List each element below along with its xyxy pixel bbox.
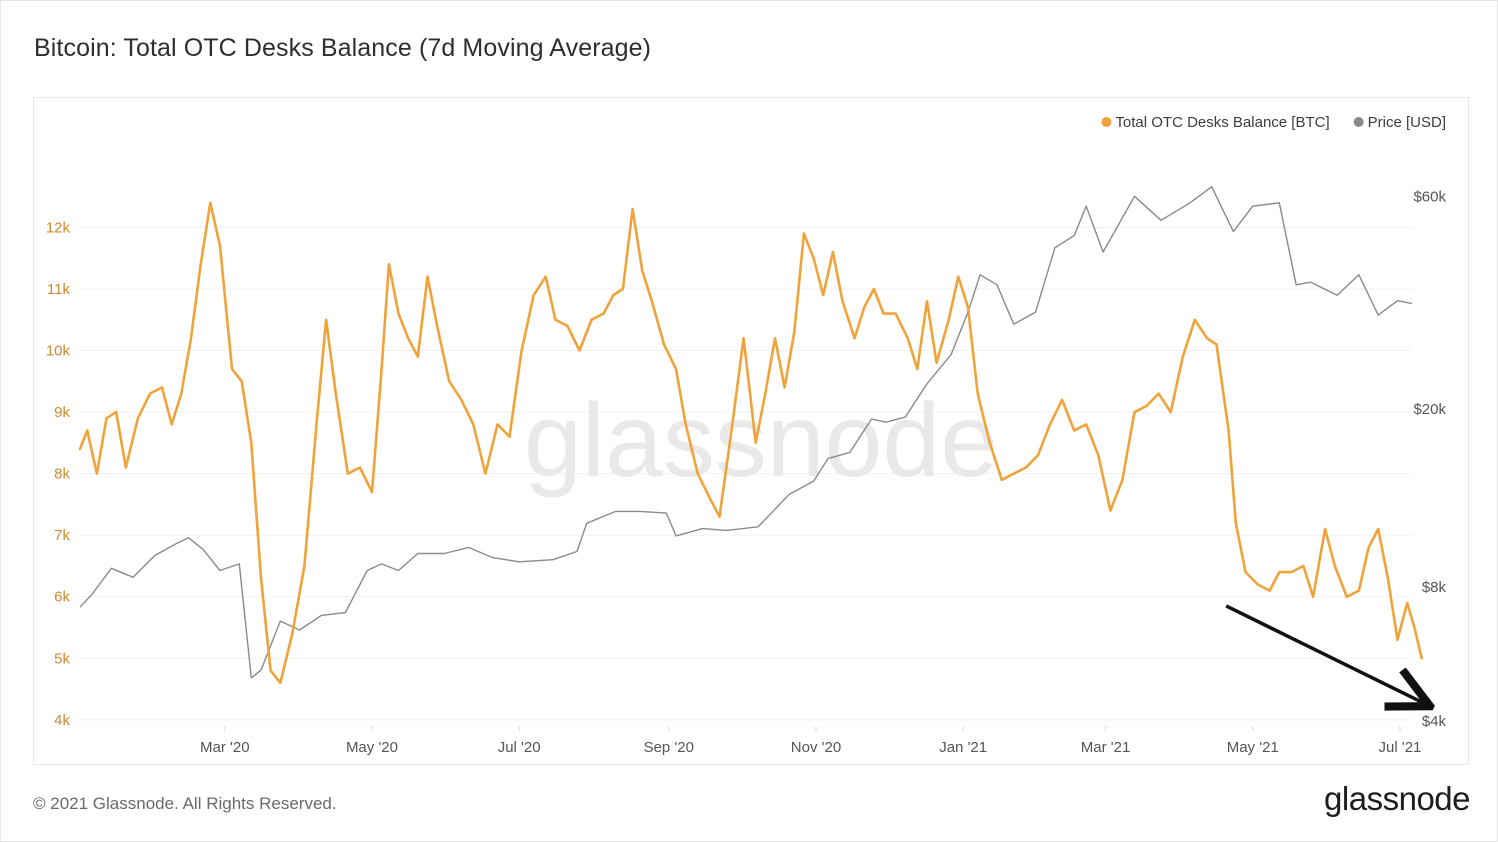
chart-svg: glassnode 4k 5k 6k 7k 8k 9k 10k 11k 12k $4k $8k $2… <box>46 114 1447 756</box>
copyright-text: © 2021 Glassnode. All Rights Reserved. <box>33 794 337 813</box>
left-tick-label: 6k <box>54 589 70 606</box>
left-tick-label: 10k <box>46 343 71 360</box>
left-tick-label: 5k <box>54 650 70 667</box>
right-tick-label: $8k <box>1422 579 1447 596</box>
x-axis: Mar '20 May '20 Jul '20 Sep '20 Nov '20 Jan '… <box>200 726 1421 756</box>
right-tick-label: $20k <box>1413 401 1446 418</box>
legend-label: Total OTC Desks Balance [BTC] <box>1115 114 1329 131</box>
brand-logo: glassnode <box>1324 780 1470 817</box>
chart-title: Bitcoin: Total OTC Desks Balance (7d Mov… <box>34 34 652 62</box>
x-tick-label: Mar '20 <box>200 739 250 756</box>
chart-panel: glassnode 4k 5k 6k 7k 8k 9k 10k 11k 12k $4k $8k $2… <box>33 97 1469 765</box>
x-tick-label: Jan '21 <box>939 739 987 756</box>
x-tick-label: May '20 <box>346 739 398 756</box>
legend-label: Price [USD] <box>1368 114 1446 131</box>
x-tick-label: Jul '20 <box>498 739 541 756</box>
left-tick-label: 4k <box>54 712 70 729</box>
downtrend-arrow <box>1225 604 1426 704</box>
left-axis: 4k 5k 6k 7k 8k 9k 10k 11k 12k <box>46 219 71 728</box>
price-series <box>79 186 1413 679</box>
legend-marker <box>1353 117 1364 127</box>
x-tick-label: Mar '21 <box>1081 739 1131 756</box>
left-tick-label: 12k <box>46 219 71 236</box>
right-tick-label: $60k <box>1413 188 1446 205</box>
legend-marker <box>1101 117 1112 127</box>
right-axis: $4k $8k $20k $60k <box>1413 188 1446 730</box>
otc-balance-line <box>78 201 1423 685</box>
left-tick-label: 11k <box>47 281 71 298</box>
x-tick-label: May '21 <box>1227 739 1279 756</box>
x-tick-label: Jul '21 <box>1378 739 1421 756</box>
legend: Price [USD] Total OTC Desks Balance [BTC] <box>1101 114 1446 131</box>
left-tick-label: 8k <box>54 466 70 483</box>
price-line <box>79 186 1413 679</box>
left-tick-label: 7k <box>54 527 70 544</box>
x-tick-label: Sep '20 <box>644 739 694 756</box>
x-tick-label: Nov '20 <box>791 739 841 756</box>
left-tick-label: 9k <box>54 404 70 421</box>
otc-series <box>78 201 1423 685</box>
annotations <box>1225 604 1426 704</box>
watermark-text: glassnode <box>524 383 998 499</box>
right-tick-label: $4k <box>1422 713 1447 730</box>
grid-lines <box>80 226 1412 721</box>
